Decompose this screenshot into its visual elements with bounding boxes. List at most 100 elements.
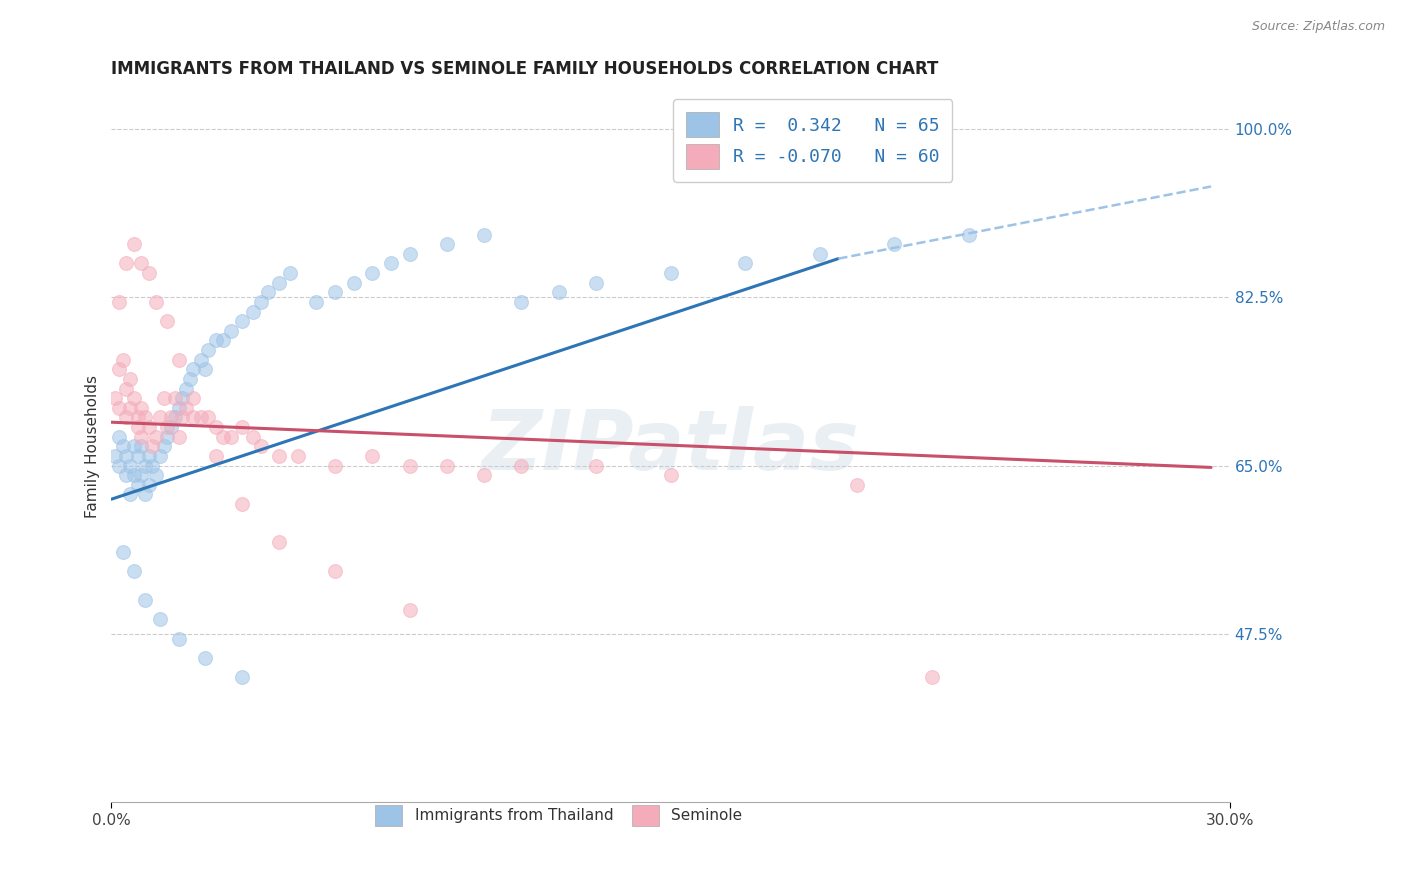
Point [343,276,366,290]
Point [174,401,197,415]
Point [174,382,197,396]
Point [122,391,145,405]
Point [118,458,141,473]
Point [547,285,569,300]
Point [134,487,156,501]
Point [231,420,253,434]
Point [167,352,190,367]
Point [380,256,402,270]
Point [212,334,235,348]
Point [398,458,420,473]
Point [156,314,179,328]
Point [108,294,131,309]
Point [108,401,131,415]
Text: Source: ZipAtlas.com: Source: ZipAtlas.com [1251,20,1385,33]
Point [204,449,226,463]
Point [167,632,190,646]
Point [361,449,384,463]
Point [115,468,138,483]
Point [115,382,138,396]
Point [127,449,149,463]
Point [134,410,156,425]
Point [108,362,131,376]
Point [122,439,145,453]
Point [149,449,172,463]
Point [127,420,149,434]
Legend: Immigrants from Thailand, Seminole: Immigrants from Thailand, Seminole [367,797,751,834]
Point [436,237,458,252]
Point [160,420,183,434]
Point [436,458,458,473]
Text: IMMIGRANTS FROM THAILAND VS SEMINOLE FAMILY HOUSEHOLDS CORRELATION CHART: IMMIGRANTS FROM THAILAND VS SEMINOLE FAM… [111,60,939,78]
Point [183,391,205,405]
Point [323,458,346,473]
Point [472,227,495,242]
Point [287,449,309,463]
Point [115,256,138,270]
Point [219,324,242,338]
Point [167,430,190,444]
Point [398,247,420,261]
Y-axis label: Family Households: Family Households [86,375,100,517]
Point [212,430,235,444]
Point [231,670,253,684]
Point [183,362,205,376]
Point [734,256,756,270]
Point [118,401,141,415]
Point [231,314,253,328]
Point [138,477,160,491]
Point [659,468,682,483]
Point [585,276,607,290]
Point [104,391,127,405]
Point [194,651,217,665]
Point [152,439,174,453]
Point [269,276,291,290]
Point [280,266,302,280]
Point [921,670,943,684]
Point [163,410,186,425]
Point [204,334,226,348]
Point [145,430,167,444]
Point [231,497,253,511]
Point [472,468,495,483]
Point [242,430,264,444]
Point [129,401,152,415]
Point [172,391,194,405]
Point [111,545,134,559]
Point [149,410,172,425]
Point [141,439,163,453]
Point [197,410,219,425]
Point [149,612,172,626]
Point [510,458,533,473]
Point [249,439,271,453]
Point [138,266,160,280]
Point [808,247,831,261]
Point [129,256,152,270]
Point [122,565,145,579]
Point [145,294,167,309]
Point [190,352,212,367]
Point [118,487,141,501]
Point [127,410,149,425]
Point [269,449,291,463]
Point [249,294,271,309]
Point [122,237,145,252]
Point [305,294,328,309]
Point [156,420,179,434]
Text: ZIPatlas: ZIPatlas [482,406,859,487]
Point [134,593,156,607]
Point [152,391,174,405]
Point [219,430,242,444]
Point [134,458,156,473]
Point [323,565,346,579]
Point [138,420,160,434]
Point [111,352,134,367]
Point [111,439,134,453]
Point [323,285,346,300]
Point [108,458,131,473]
Point [167,401,190,415]
Point [183,410,205,425]
Point [129,439,152,453]
Point [138,449,160,463]
Point [118,372,141,386]
